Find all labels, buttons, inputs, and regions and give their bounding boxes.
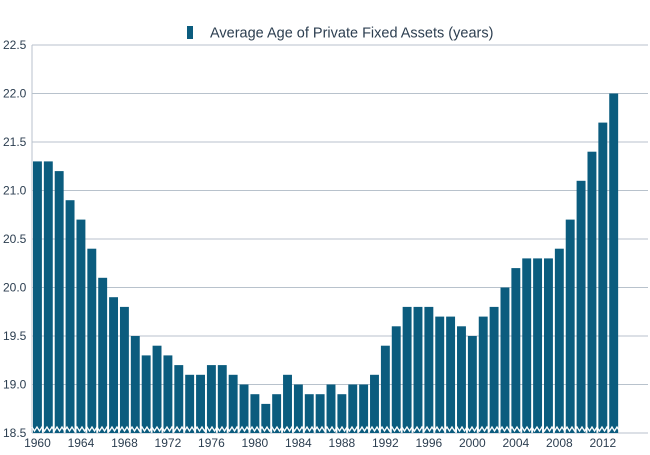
bar-2007 xyxy=(544,258,553,433)
bar-1986 xyxy=(315,394,325,433)
legend: Average Age of Private Fixed Assets (yea… xyxy=(187,26,493,42)
bar-2013 xyxy=(609,93,619,433)
x-tick-label: 1992 xyxy=(372,436,399,450)
bar-1970 xyxy=(141,355,151,433)
bar-1963 xyxy=(65,200,75,433)
x-tick-label: 2004 xyxy=(502,436,529,450)
bar-2012 xyxy=(598,122,608,433)
bar-2004 xyxy=(511,268,521,433)
bar-1964 xyxy=(76,219,86,433)
bar-1977 xyxy=(217,365,227,433)
bar-1995 xyxy=(413,306,423,433)
axis-break xyxy=(31,425,631,433)
bar-1992 xyxy=(380,345,390,433)
x-tick-label: 2000 xyxy=(459,436,486,450)
bar-1967 xyxy=(109,297,119,433)
bar-1987 xyxy=(326,384,336,433)
bar-1993 xyxy=(391,326,401,433)
bar-2005 xyxy=(522,258,532,433)
bars xyxy=(32,93,619,433)
y-axis-ticks: 18.5 19.0 19.5 20.0 20.5 21.0 21.5 22.0 22.5 xyxy=(3,38,27,440)
legend-swatch xyxy=(187,26,193,39)
x-axis-ticks: 1960 1964 1968 1972 1976 1980 1984 1988 1992 1996… xyxy=(24,436,616,450)
bar-1981 xyxy=(261,403,271,433)
bar-1982 xyxy=(272,394,282,433)
bar-1968 xyxy=(119,306,129,433)
x-tick-label: 1984 xyxy=(285,436,312,450)
x-tick-label: 1968 xyxy=(111,436,138,450)
bar-2008 xyxy=(554,248,564,433)
bar-1990 xyxy=(359,384,369,433)
x-tick-label: 2012 xyxy=(589,436,616,450)
bar-1984 xyxy=(293,384,303,433)
y-tick-label: 22.5 xyxy=(3,38,27,52)
bar-1979 xyxy=(239,384,249,433)
bar-2011 xyxy=(587,151,597,433)
bar-1980 xyxy=(250,394,260,433)
x-tick-label: 1988 xyxy=(329,436,356,450)
bar-1991 xyxy=(370,374,379,433)
x-tick-label: 1976 xyxy=(198,436,225,450)
x-tick-label: 1964 xyxy=(68,436,95,450)
bar-1973 xyxy=(174,365,184,433)
bar-1985 xyxy=(304,394,314,433)
x-tick-label: 1996 xyxy=(416,436,443,450)
bar-1978 xyxy=(228,374,238,433)
y-tick-label: 22.0 xyxy=(3,87,27,101)
bar-1965 xyxy=(87,248,97,433)
bar-2001 xyxy=(478,316,488,433)
bar-1997 xyxy=(435,316,445,433)
x-tick-label: 1960 xyxy=(24,436,51,450)
bar-1962 xyxy=(54,171,64,433)
x-tick-label: 2008 xyxy=(546,436,573,450)
y-tick-label: 21.5 xyxy=(3,135,27,149)
break-zigzag xyxy=(31,425,631,433)
bar-1969 xyxy=(130,336,140,433)
bar-1971 xyxy=(152,345,162,433)
bar-1988 xyxy=(337,394,347,433)
bar-1998 xyxy=(446,316,456,433)
bar-1989 xyxy=(348,384,358,433)
bar-2002 xyxy=(489,306,499,433)
y-tick-label: 21.0 xyxy=(3,184,27,198)
bar-2010 xyxy=(576,180,586,433)
bar-1976 xyxy=(206,365,216,433)
bar-2003 xyxy=(500,287,510,433)
bar-1966 xyxy=(98,277,108,433)
bar-1972 xyxy=(163,355,173,433)
bar-2006 xyxy=(533,258,543,433)
bar-1961 xyxy=(43,161,53,433)
y-tick-label: 19.5 xyxy=(3,329,27,343)
bar-1974 xyxy=(185,374,195,433)
bar-1960 xyxy=(32,161,42,433)
y-tick-label: 20.5 xyxy=(3,232,27,246)
x-tick-label: 1980 xyxy=(242,436,269,450)
bar-2000 xyxy=(467,336,477,433)
y-tick-label: 18.5 xyxy=(3,426,27,440)
bar-2009 xyxy=(565,219,575,433)
bar-1994 xyxy=(402,306,412,433)
x-tick-label: 1972 xyxy=(155,436,182,450)
y-tick-label: 19.0 xyxy=(3,378,27,392)
bar-1999 xyxy=(457,326,466,433)
bar-1996 xyxy=(424,306,434,433)
bar-1975 xyxy=(196,374,205,433)
legend-label: Average Age of Private Fixed Assets (yea… xyxy=(210,26,493,42)
y-tick-label: 20.0 xyxy=(3,281,27,295)
bar-1983 xyxy=(283,374,292,433)
